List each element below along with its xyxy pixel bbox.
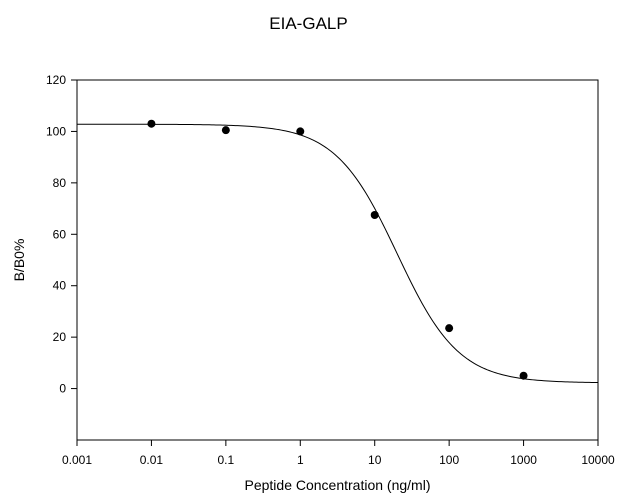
chart-title: EIA-GALP [269, 14, 348, 33]
y-axis-label: B/B0% [11, 239, 27, 282]
y-axis-ticks: 0 20 40 60 80 100 120 [46, 73, 77, 396]
plot-frame [76, 79, 599, 441]
y-tick-label: 60 [53, 227, 67, 241]
data-points [147, 119, 528, 380]
data-point [370, 211, 379, 219]
data-point [147, 119, 156, 128]
y-tick-label: 20 [53, 330, 67, 344]
x-tick-label: 0.001 [62, 453, 92, 467]
x-axis-label: Peptide Concentration (ng/ml) [245, 477, 431, 493]
y-tick-label: 0 [59, 382, 66, 396]
x-tick-label: 1 [297, 453, 304, 467]
y-tick-label: 40 [53, 279, 67, 293]
x-tick-label: 0.1 [218, 453, 235, 467]
x-tick-label: 0.01 [140, 453, 164, 467]
data-point [519, 371, 528, 380]
x-tick-label: 100 [439, 453, 459, 467]
data-point [221, 126, 230, 135]
data-point [445, 324, 454, 333]
x-tick-label: 10000 [581, 453, 615, 467]
fit-curve [77, 123, 599, 384]
y-tick-label: 100 [46, 124, 66, 138]
data-point [296, 127, 305, 136]
y-tick-label: 80 [53, 176, 67, 190]
x-axis-ticks: 0.001 0.01 0.1 1 10 100 1000 10000 [62, 440, 615, 467]
x-tick-label: 10 [368, 453, 382, 467]
y-tick-label: 120 [46, 73, 66, 87]
x-tick-label: 1000 [510, 453, 537, 467]
